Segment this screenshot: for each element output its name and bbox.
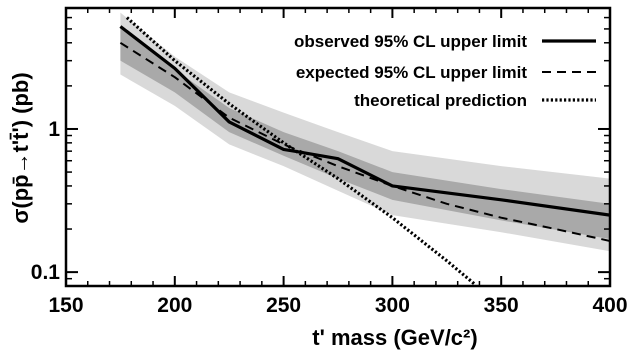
x-axis-title: t' mass (GeV/c²) [312, 325, 477, 350]
series-line-dotted [125, 16, 477, 286]
series-line-dashed [119, 41, 610, 242]
series-line-solid [119, 25, 610, 217]
legend-label: expected 95% CL upper limit [296, 63, 527, 82]
plot-frame [64, 6, 612, 288]
band-1sigma [120, 26, 610, 240]
axes: 150 200 250 300 350 400 0.1 1 [31, 6, 628, 317]
legend: observed 95% CL upper limit expected 95% … [294, 32, 596, 110]
y-tick-label: 0.1 [31, 261, 61, 284]
x-tick-label: 200 [157, 294, 192, 317]
legend-label: theoretical prediction [354, 91, 527, 110]
x-tick-label: 300 [375, 294, 410, 317]
y-axis-title: σ(pp̄→t't̄') (pb) [8, 72, 33, 223]
x-tick-label: 250 [266, 294, 301, 317]
x-tick-label: 400 [592, 294, 627, 317]
legend-label: observed 95% CL upper limit [294, 32, 527, 51]
y-tick-label: 1 [48, 118, 60, 141]
x-tick-label: 350 [484, 294, 519, 317]
plot-area [119, 12, 610, 286]
x-tick-label: 150 [48, 294, 83, 317]
